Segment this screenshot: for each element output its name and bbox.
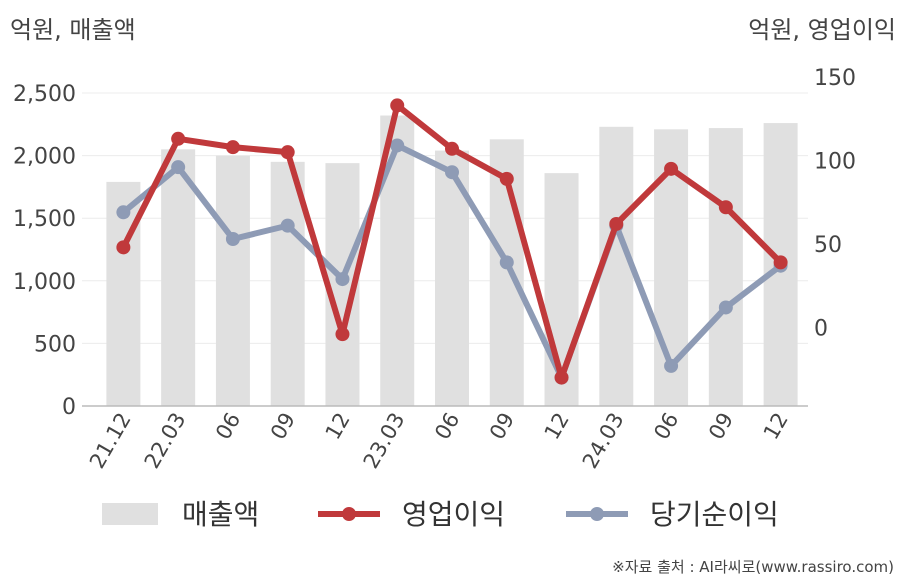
series-point-2-10 — [664, 358, 679, 373]
left-tick-label: 0 — [62, 395, 76, 420]
series-point-1-7 — [499, 171, 514, 186]
x-tick-label: 12 — [759, 409, 793, 444]
line-series — [116, 98, 788, 385]
series-point-1-12 — [773, 255, 788, 270]
left-tick-label: 2,000 — [13, 145, 76, 170]
series-point-2-0 — [116, 205, 131, 220]
x-tick-label: 23.03 — [359, 409, 410, 473]
legend-swatch-dot — [590, 507, 604, 521]
series-point-1-2 — [225, 140, 240, 155]
x-tick-label: 09 — [485, 409, 519, 444]
legend: 매출액 영업이익 당기순이익 — [102, 498, 779, 531]
bar-series-revenue — [106, 115, 798, 407]
bar-revenue-11 — [708, 128, 743, 406]
series-point-2-1 — [171, 160, 186, 175]
series-point-1-6 — [445, 141, 459, 156]
series-point-1-3 — [280, 145, 295, 160]
left-axis-unit-label: 억원, 매출액 — [10, 16, 136, 44]
source-note: ※자료 출처 : AI라씨로(www.rassiro.com) — [612, 558, 894, 576]
line-series-1 — [116, 98, 788, 385]
right-tick-label: 50 — [814, 233, 842, 258]
bar-revenue-1 — [161, 149, 196, 406]
x-tick-label: 24.03 — [578, 409, 629, 473]
series-point-1-10 — [664, 161, 679, 176]
series-point-1-4 — [335, 327, 350, 342]
right-axis-unit-label: 억원, 영업이익 — [748, 16, 896, 44]
x-tick-label: 09 — [266, 409, 300, 444]
series-point-1-11 — [718, 200, 733, 215]
x-tick-label: 06 — [430, 409, 464, 444]
series-point-1-1 — [171, 131, 186, 146]
x-tick-label: 21.12 — [85, 409, 136, 473]
series-point-1-8 — [554, 370, 569, 385]
series-point-2-5 — [390, 138, 405, 153]
x-tick-label: 12 — [540, 409, 574, 444]
legend-swatch-bar — [102, 503, 158, 525]
left-tick-label: 500 — [34, 332, 76, 357]
legend-swatch-dot — [342, 507, 356, 521]
x-tick-label: 12 — [321, 409, 355, 444]
bar-revenue-9 — [599, 126, 634, 406]
x-tick-label: 06 — [211, 409, 245, 444]
series-point-2-6 — [445, 165, 459, 180]
series-point-2-7 — [499, 255, 514, 270]
series-point-2-3 — [280, 218, 295, 233]
right-tick-label: 150 — [814, 66, 856, 91]
series-point-1-5 — [390, 98, 405, 113]
x-tick-label: 09 — [704, 409, 738, 444]
series-point-1-0 — [116, 240, 131, 255]
left-tick-label: 2,500 — [13, 82, 76, 107]
left-tick-label: 1,500 — [13, 207, 76, 232]
series-point-1-9 — [609, 216, 624, 231]
x-tick-label: 06 — [649, 409, 683, 444]
bar-revenue-3 — [270, 161, 305, 406]
right-tick-label: 100 — [814, 150, 856, 175]
legend-label: 영업이익 — [402, 498, 505, 531]
series-point-2-4 — [335, 272, 350, 287]
x-tick-label: 22.03 — [140, 409, 191, 473]
right-tick-label: 0 — [814, 317, 828, 342]
series-point-2-11 — [718, 300, 733, 315]
legend-label: 매출액 — [182, 498, 259, 531]
bar-revenue-2 — [215, 155, 250, 406]
legend-label: 당기순이익 — [650, 498, 779, 531]
left-tick-label: 1,000 — [13, 270, 76, 295]
series-point-2-2 — [225, 231, 240, 246]
